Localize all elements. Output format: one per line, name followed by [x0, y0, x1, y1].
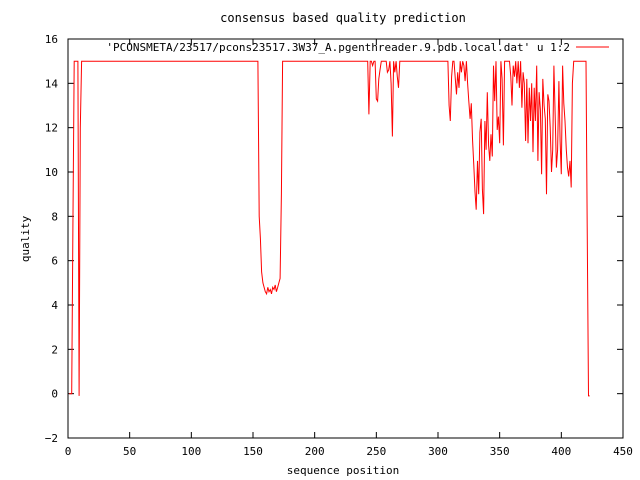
- plot-frame: [67, 38, 624, 439]
- y-tick-label: 8: [51, 210, 58, 223]
- x-tick-label: 350: [490, 445, 510, 458]
- x-axis-ticks: 0 50 100 150 200 250 300 350 400 450: [65, 39, 633, 458]
- y-tick-label: 16: [45, 33, 58, 46]
- y-tick-label: −2: [45, 432, 58, 445]
- y-tick-label: 10: [45, 166, 58, 179]
- legend-series-label: 'PCONSMETA/23517/pcons23517.3W37_A.pgent…: [106, 41, 570, 54]
- y-axis-label: quality: [19, 215, 32, 262]
- y-axis-ticks: −2 0 2 4 6 8 10 12 14 16: [45, 33, 623, 445]
- x-tick-label: 150: [243, 445, 263, 458]
- x-tick-label: 50: [123, 445, 136, 458]
- y-tick-label: 2: [51, 343, 58, 356]
- x-tick-label: 250: [366, 445, 386, 458]
- x-axis-label: sequence position: [287, 464, 400, 477]
- y-tick-label: 4: [51, 299, 58, 312]
- x-tick-label: 450: [613, 445, 633, 458]
- x-tick-label: 200: [305, 445, 325, 458]
- quality-series-line: [69, 60, 590, 397]
- chart-title: consensus based quality prediction: [220, 11, 466, 25]
- y-tick-label: 14: [45, 77, 59, 90]
- x-tick-label: 400: [551, 445, 571, 458]
- y-tick-label: 12: [45, 122, 58, 135]
- x-tick-label: 100: [181, 445, 201, 458]
- legend: 'PCONSMETA/23517/pcons23517.3W37_A.pgent…: [106, 41, 609, 54]
- x-tick-label: 300: [428, 445, 448, 458]
- y-tick-label: 0: [51, 388, 58, 401]
- x-tick-label: 0: [65, 445, 72, 458]
- y-tick-label: 6: [51, 255, 58, 268]
- series-layer: [69, 60, 590, 397]
